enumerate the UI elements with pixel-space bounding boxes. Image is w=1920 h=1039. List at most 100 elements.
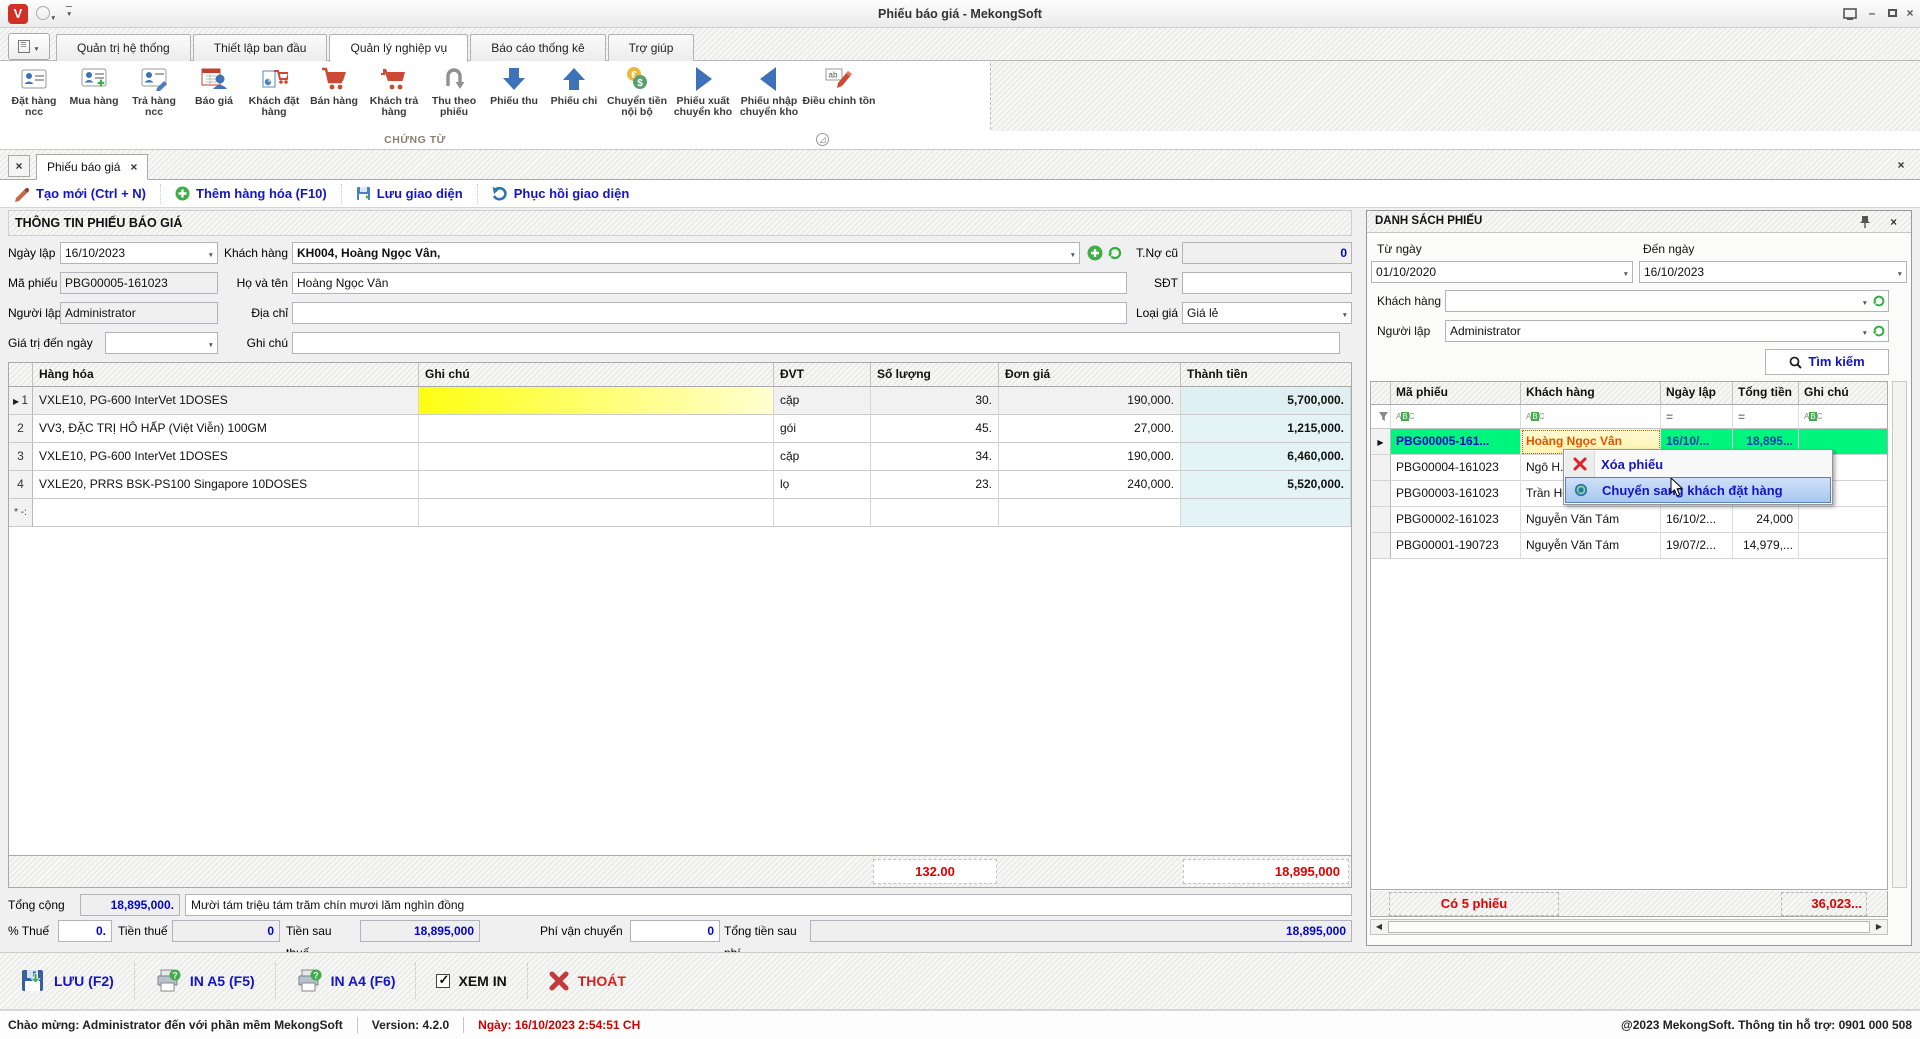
phi-van-chuyen-field[interactable]: 0 (630, 920, 720, 942)
cell-note[interactable] (419, 471, 774, 499)
save-layout-button[interactable]: Lưu giao diện (342, 184, 478, 204)
col-dvt[interactable]: ĐVT (774, 363, 871, 386)
ngay-lap-combo[interactable]: 16/10/2023 (60, 242, 218, 264)
fullscreen-icon[interactable] (1843, 5, 1861, 23)
app-menu-button[interactable] (8, 33, 50, 60)
cell-total[interactable]: 5,520,000. (1181, 471, 1351, 499)
close-all-tabs-icon[interactable]: × (8, 155, 30, 177)
cell-name[interactable]: VXLE10, PG-600 InterVet 1DOSES (33, 387, 419, 415)
khach-hang-combo[interactable]: KH004, Hoàng Ngọc Vân, (292, 242, 1080, 264)
gia-tri-den-ngay-combo[interactable] (105, 332, 218, 354)
ribbon-button-phieu-xuat-chuyen-kho[interactable]: Phiếu xuất chuyển kho (670, 61, 736, 127)
panel-close-icon[interactable]: × (1890, 213, 1897, 234)
ribbon-button-chuyen-tien-noi-bo[interactable]: €$ Chuyển tiền nội bộ (604, 61, 670, 127)
search-button[interactable]: Tìm kiếm (1765, 349, 1889, 375)
print-a5-button[interactable]: ? IN A5 (F5) (135, 963, 276, 999)
print-a4-button[interactable]: ? IN A4 (F6) (276, 963, 417, 999)
cell-name[interactable]: VV3, ĐẶC TRỊ HÔ HẤP (Việt Viễn) 100GM (33, 415, 419, 443)
close-tab-icon[interactable]: × (130, 155, 137, 179)
restore-layout-button[interactable]: Phục hồi giao diện (478, 184, 644, 204)
cell-price[interactable]: 190,000. (999, 443, 1181, 471)
scroll-left-icon[interactable]: ◀ (1371, 920, 1387, 934)
cell-total[interactable]: 1,215,000. (1181, 415, 1351, 443)
preview-checkbox[interactable]: XEM IN (416, 963, 527, 999)
cell-name[interactable]: VXLE10, PG-600 InterVet 1DOSES (33, 443, 419, 471)
ribbon-button-khach-dat-hang[interactable]: Khách đặt hàng (244, 61, 304, 127)
add-customer-icon[interactable] (1087, 245, 1103, 261)
col-so-luong[interactable]: Số lượng (871, 363, 999, 386)
cell-price[interactable]: 190,000. (999, 387, 1181, 415)
minimize-icon[interactable]: – (1863, 5, 1881, 23)
new-button[interactable]: Tạo mới (Ctrl + N) (0, 184, 161, 204)
panel-khach-hang-combo[interactable] (1445, 290, 1889, 312)
ribbon-button-mua-hang[interactable]: Mua hàng (64, 61, 124, 127)
exit-button[interactable]: THOÁT (528, 963, 646, 999)
maximize-icon[interactable] (1883, 5, 1901, 23)
tab-thiet-lap-ban-dau[interactable]: Thiết lập ban đầu (193, 34, 328, 61)
group-dialog-launcher-icon[interactable]: ◿ (816, 133, 829, 146)
item-new-row[interactable]: * -: (9, 499, 1351, 527)
den-ngay-combo[interactable]: 16/10/2023 (1639, 261, 1907, 283)
close-icon[interactable]: × (1901, 5, 1919, 23)
scrollbar-thumb[interactable] (1388, 921, 1870, 933)
loai-gia-combo[interactable]: Giá lẻ (1182, 302, 1352, 324)
col-tong-tien[interactable]: Tổng tiền (1733, 382, 1799, 404)
quote-row-4[interactable]: PBG00002-161023 Nguyễn Văn Tám 16/10/2..… (1371, 507, 1887, 533)
cell-unit[interactable]: lọ (774, 471, 871, 499)
panel-nguoi-lap-combo[interactable]: Administrator (1445, 320, 1889, 342)
cell-price[interactable]: 27,000. (999, 415, 1181, 443)
quote-row-5[interactable]: PBG00001-190723 Nguyễn Văn Tám 19/07/2..… (1371, 533, 1887, 559)
tu-ngay-combo[interactable]: 01/10/2020 (1371, 261, 1633, 283)
cell-total[interactable]: 6,460,000. (1181, 443, 1351, 471)
ribbon-button-khach-tra-hang[interactable]: Khách trả hàng (364, 61, 424, 127)
ribbon-button-thu-theo-phieu[interactable]: Thu theo phiếu (424, 61, 484, 127)
cell-note[interactable] (419, 443, 774, 471)
ho-va-ten-field[interactable]: Hoàng Ngọc Vân (292, 272, 1127, 294)
cell-unit[interactable]: gói (774, 415, 871, 443)
cell-total[interactable]: 5,700,000. (1181, 387, 1351, 415)
cell-qty[interactable]: 45. (871, 415, 999, 443)
col-don-gia[interactable]: Đơn giá (999, 363, 1181, 386)
cell-unit[interactable]: cặp (774, 443, 871, 471)
col-thanh-tien[interactable]: Thành tiền (1181, 363, 1351, 386)
tab-bao-cao-thong-ke[interactable]: Báo cáo thống kê (470, 34, 605, 61)
ribbon-button-dat-hang-ncc[interactable]: Đặt hàng ncc (4, 61, 64, 127)
ribbon-button-dieu-chinh-ton[interactable]: ab Điều chỉnh tồn (802, 61, 876, 127)
tab-tro-giup[interactable]: Trợ giúp (608, 34, 695, 61)
cell-qty[interactable]: 30. (871, 387, 999, 415)
cell-qty[interactable]: 34. (871, 443, 999, 471)
cell-qty[interactable]: 23. (871, 471, 999, 499)
cell-unit[interactable]: cặp (774, 387, 871, 415)
horizontal-scrollbar[interactable]: ◀ ▶ (1370, 919, 1888, 935)
document-tab-phieu-bao-gia[interactable]: Phiếu báo giá × (36, 154, 148, 180)
sdt-field[interactable] (1182, 272, 1352, 294)
ribbon-button-tra-hang-ncc[interactable]: Trả hàng ncc (124, 61, 184, 127)
save-button[interactable]: LƯU (F2) (0, 963, 135, 999)
thue-field[interactable]: 0. (58, 920, 112, 942)
menu-item-chuyen-sang-khach-dat-hang[interactable]: Chuyển sang khách đặt hàng (1565, 477, 1831, 503)
pin-icon[interactable] (1859, 215, 1871, 229)
col-khach-hang[interactable]: Khách hàng (1521, 382, 1661, 404)
ribbon-button-phieu-nhap-chuyen-kho[interactable]: Phiếu nhập chuyển kho (736, 61, 802, 127)
col-ghi-chu[interactable]: Ghi chú (419, 363, 774, 386)
cell-note[interactable] (419, 387, 774, 415)
ribbon-button-bao-gia[interactable]: Báo giá (184, 61, 244, 127)
vertical-scrollbar[interactable] (1892, 381, 1907, 888)
menu-item-xoa-phieu[interactable]: Xóa phiếu (1565, 451, 1831, 477)
tab-quan-tri-he-thong[interactable]: Quản trị hệ thống (56, 34, 191, 61)
ribbon-button-phieu-thu[interactable]: Phiếu thu (484, 61, 544, 127)
cell-price[interactable]: 240,000. (999, 471, 1181, 499)
col-ngay-lap[interactable]: Ngày lập (1661, 382, 1733, 404)
scroll-right-icon[interactable]: ▶ (1871, 920, 1887, 934)
col-hang-hoa[interactable]: Hàng hóa (33, 363, 419, 386)
ghi-chu-field[interactable] (292, 332, 1340, 354)
ribbon-button-phieu-chi[interactable]: Phiếu chi (544, 61, 604, 127)
add-item-button[interactable]: Thêm hàng hóa (F10) (161, 184, 342, 204)
auto-filter-row[interactable]: B B B (1371, 405, 1887, 429)
cell-note[interactable] (419, 415, 774, 443)
tabstrip-close-icon[interactable]: × (1890, 155, 1912, 177)
cell-name[interactable]: VXLE20, PRRS BSK-PS100 Singapore 10DOSES (33, 471, 419, 499)
ribbon-button-ban-hang[interactable]: Bán hàng (304, 61, 364, 127)
dia-chi-field[interactable] (292, 302, 1127, 324)
col-ma-phieu[interactable]: Mã phiếu (1391, 382, 1521, 404)
